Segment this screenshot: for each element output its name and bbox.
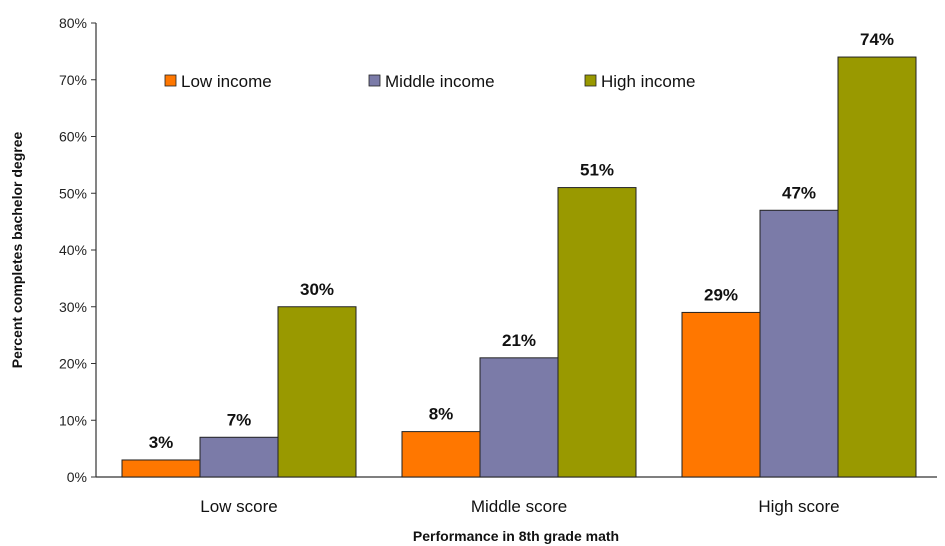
y-tick-label: 70% — [59, 72, 87, 88]
data-label: 74% — [860, 30, 894, 49]
data-label: 47% — [782, 183, 816, 202]
bar-middle-income — [199, 436, 279, 478]
data-label: 8% — [429, 405, 454, 424]
data-label: 30% — [300, 280, 334, 299]
x-axis-title: Performance in 8th grade math — [413, 528, 619, 544]
legend-label: Low income — [181, 72, 272, 91]
legend-swatch — [164, 74, 177, 87]
y-tick-label: 30% — [59, 299, 87, 315]
y-tick-label: 80% — [59, 15, 87, 31]
bar-low-income — [681, 311, 761, 478]
bar-low-income — [121, 459, 201, 478]
legend-swatch — [368, 74, 381, 87]
y-tick-label: 50% — [59, 185, 87, 201]
data-label: 51% — [580, 161, 614, 180]
bar-high-income — [837, 56, 917, 478]
category-labels: Low score Middle score High score — [200, 497, 839, 516]
y-tick-label: 40% — [59, 242, 87, 258]
category-label: Middle score — [471, 497, 567, 516]
legend: Low income Middle income High income — [164, 72, 696, 91]
legend-label: Middle income — [385, 72, 495, 91]
data-label: 21% — [502, 331, 536, 350]
bar-high-income — [277, 306, 357, 478]
bar-high-income — [557, 187, 637, 478]
category-label: Low score — [200, 497, 277, 516]
y-tick-label: 20% — [59, 356, 87, 372]
data-label: 7% — [227, 410, 252, 429]
category-label: High score — [758, 497, 839, 516]
y-tick-label: 10% — [59, 412, 87, 428]
bar-middle-income — [479, 357, 559, 478]
y-ticks: 0% 10% 20% 30% 40% 50% 60% 70% 80% — [59, 15, 96, 485]
y-tick-label: 60% — [59, 129, 87, 145]
data-labels: 3% 7% 30% 8% 21% 51% 29% 47% 74% — [149, 30, 894, 452]
legend-label: High income — [601, 72, 696, 91]
bar-low-income — [401, 431, 481, 478]
data-label: 29% — [704, 285, 738, 304]
bars — [121, 56, 917, 478]
legend-swatch — [584, 74, 597, 87]
bar-middle-income — [759, 209, 839, 478]
y-axis-title: Percent completes bachelor degree — [9, 132, 25, 369]
y-tick-label: 0% — [67, 469, 87, 485]
data-label: 3% — [149, 433, 174, 452]
